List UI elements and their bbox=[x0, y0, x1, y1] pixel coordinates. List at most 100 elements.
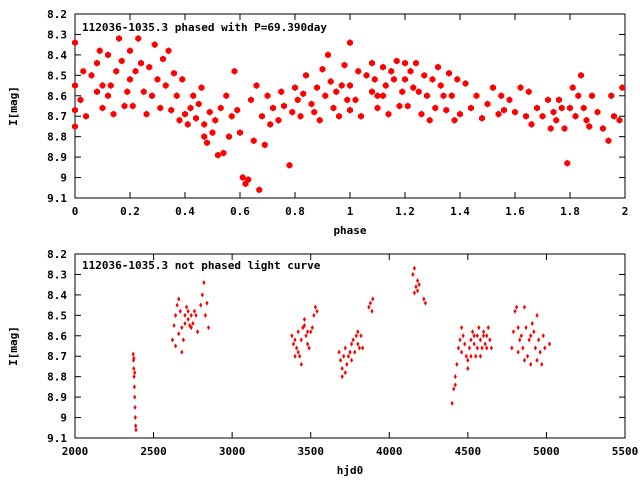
data-point bbox=[473, 92, 480, 100]
data-point bbox=[580, 104, 587, 112]
data-point bbox=[192, 308, 197, 314]
data-point bbox=[201, 120, 208, 128]
data-point bbox=[333, 88, 340, 96]
data-point bbox=[477, 325, 481, 331]
data-point bbox=[429, 75, 436, 83]
x-tick-label: 0.2 bbox=[120, 205, 140, 218]
data-point bbox=[110, 110, 117, 118]
data-point bbox=[149, 92, 155, 100]
data-point bbox=[421, 71, 428, 79]
data-point bbox=[525, 88, 532, 96]
data-point bbox=[467, 345, 472, 351]
data-point bbox=[303, 71, 309, 79]
data-point bbox=[209, 129, 216, 137]
data-point bbox=[459, 349, 464, 355]
data-point bbox=[343, 345, 347, 351]
data-point bbox=[187, 104, 194, 112]
y-tick-label: 9.1 bbox=[47, 192, 67, 205]
data-point bbox=[527, 337, 531, 343]
data-point bbox=[479, 114, 485, 122]
data-point bbox=[506, 96, 513, 104]
data-point bbox=[437, 82, 444, 90]
data-point bbox=[472, 333, 476, 339]
data-point bbox=[498, 92, 505, 100]
data-point bbox=[215, 151, 221, 159]
x-tick-label: 4000 bbox=[376, 445, 403, 458]
data-point bbox=[589, 92, 595, 100]
data-point bbox=[402, 59, 408, 67]
data-point bbox=[457, 110, 463, 118]
data-point bbox=[536, 337, 541, 343]
data-point bbox=[132, 355, 136, 361]
data-point bbox=[305, 329, 310, 335]
data-point bbox=[129, 102, 136, 110]
data-point bbox=[583, 116, 590, 124]
data-point bbox=[178, 308, 182, 314]
data-point bbox=[422, 296, 426, 302]
data-point bbox=[528, 120, 535, 128]
data-point bbox=[311, 108, 318, 116]
data-point bbox=[459, 325, 464, 331]
data-point bbox=[510, 345, 514, 351]
data-point bbox=[340, 374, 344, 380]
data-point bbox=[172, 323, 176, 329]
data-points bbox=[72, 35, 626, 194]
data-point bbox=[475, 345, 479, 351]
data-point bbox=[338, 357, 343, 363]
data-point bbox=[325, 51, 331, 59]
data-point bbox=[553, 116, 560, 124]
data-point bbox=[337, 349, 341, 355]
data-point bbox=[77, 96, 84, 104]
data-point bbox=[455, 361, 459, 367]
data-point bbox=[143, 110, 150, 118]
data-point bbox=[330, 104, 337, 112]
data-point bbox=[300, 90, 307, 98]
data-point bbox=[529, 333, 533, 339]
data-point bbox=[340, 365, 344, 371]
data-point bbox=[157, 104, 164, 112]
y-tick-label: 8.2 bbox=[47, 248, 67, 261]
data-point bbox=[418, 110, 425, 118]
data-point bbox=[556, 96, 562, 104]
data-point bbox=[302, 323, 307, 329]
data-point bbox=[293, 353, 297, 359]
data-point bbox=[475, 333, 479, 339]
data-point bbox=[358, 112, 364, 120]
data-point bbox=[133, 370, 137, 376]
data-point bbox=[399, 88, 406, 96]
y-tick-label: 8.3 bbox=[47, 28, 67, 41]
data-point bbox=[195, 329, 200, 335]
data-point bbox=[184, 304, 189, 310]
data-point bbox=[359, 333, 363, 339]
x-axis-ticks: 2000 2500 3000 3500 4000 4500 5000 5500 bbox=[62, 254, 638, 458]
data-point bbox=[131, 351, 135, 357]
data-point bbox=[468, 104, 474, 112]
data-point bbox=[226, 133, 232, 141]
data-point bbox=[88, 71, 95, 79]
data-point bbox=[322, 92, 329, 100]
data-point bbox=[453, 374, 457, 380]
data-point bbox=[180, 325, 184, 331]
data-point bbox=[256, 186, 263, 194]
data-point bbox=[488, 337, 492, 343]
data-point bbox=[204, 139, 210, 147]
data-point bbox=[374, 104, 381, 112]
data-point bbox=[490, 84, 496, 92]
data-point bbox=[316, 116, 323, 124]
data-point bbox=[191, 321, 195, 327]
data-point bbox=[160, 55, 166, 63]
data-point bbox=[469, 337, 473, 343]
data-point bbox=[170, 337, 175, 343]
data-point bbox=[575, 92, 582, 100]
data-point bbox=[245, 176, 252, 184]
chart-title: 112036-1035.3 not phased light curve bbox=[82, 259, 321, 272]
data-point bbox=[72, 106, 78, 114]
x-tick-label: 1 bbox=[347, 205, 354, 218]
data-point bbox=[299, 337, 303, 343]
data-point bbox=[347, 82, 353, 90]
data-point bbox=[105, 92, 111, 100]
data-point bbox=[545, 96, 551, 104]
x-tick-label: 0.8 bbox=[285, 205, 305, 218]
data-point bbox=[173, 312, 178, 318]
data-point bbox=[472, 341, 476, 347]
